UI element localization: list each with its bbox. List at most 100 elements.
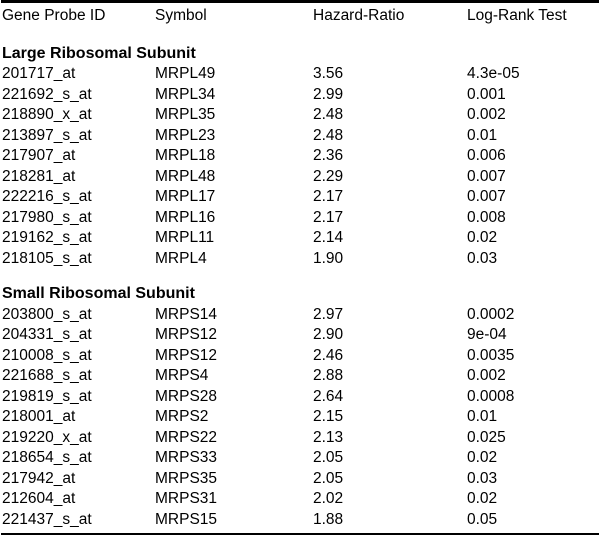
table-row: 221437_s_at MRPS15 1.88 0.05 <box>0 510 600 531</box>
symbol-cell: MRPS33 <box>155 449 218 466</box>
symbol-cell: MRPS14 <box>155 305 218 323</box>
symbol-cell: MRPS2 <box>155 408 209 425</box>
symbol-cell: MRPL49 <box>155 65 216 82</box>
gene-probe-id-cell: 217907_at <box>2 147 76 164</box>
symbol-cell: MRPL18 <box>155 147 216 164</box>
section-large-ribosomal-subunit: Large Ribosomal Subunit 201717_at MRPL49… <box>0 44 600 270</box>
symbol-cell: MRPL23 <box>155 126 216 144</box>
log-rank-cell: 0.05 <box>467 510 498 528</box>
table-header-row: Gene Probe ID Symbol Hazard-Ratio Log-Ra… <box>0 6 600 27</box>
table-row: 219819_s_at MRPS28 2.64 0.0008 <box>0 387 600 408</box>
log-rank-cell: 0.025 <box>467 428 506 446</box>
column-header-hazard-ratio: Hazard-Ratio <box>313 7 405 24</box>
log-rank-cell: 0.02 <box>467 490 498 507</box>
gene-probe-id-cell: 201717_at <box>2 65 76 82</box>
hazard-ratio-cell: 2.88 <box>313 367 344 384</box>
table-row: 210008_s_at MRPS12 2.46 0.0035 <box>0 346 600 367</box>
table-row: 201717_at MRPL49 3.56 4.3e-05 <box>0 64 600 85</box>
log-rank-cell: 0.02 <box>467 449 498 466</box>
log-rank-cell: 0.007 <box>467 188 506 205</box>
log-rank-cell: 0.01 <box>467 408 498 425</box>
table-row: 218654_s_at MRPS33 2.05 0.02 <box>0 448 600 469</box>
table-row: 218001_at MRPS2 2.15 0.01 <box>0 407 600 428</box>
log-rank-cell: 0.007 <box>467 167 506 185</box>
column-header-symbol: Symbol <box>155 7 207 24</box>
table-row: 213897_s_at MRPL23 2.48 0.01 <box>0 126 600 147</box>
gene-probe-id-cell: 221692_s_at <box>2 85 92 103</box>
hazard-ratio-cell: 2.14 <box>313 229 344 246</box>
hazard-ratio-cell: 2.13 <box>313 428 344 446</box>
gene-probe-id-cell: 218001_at <box>2 408 76 425</box>
log-rank-cell: 0.001 <box>467 85 506 103</box>
log-rank-cell: 0.01 <box>467 126 498 144</box>
hazard-ratio-cell: 2.02 <box>313 490 344 507</box>
symbol-cell: MRPL4 <box>155 249 207 267</box>
gene-probe-id-cell: 204331_s_at <box>2 326 92 343</box>
symbol-cell: MRPL11 <box>155 229 215 246</box>
table-row: 218105_s_at MRPL4 1.90 0.03 <box>0 249 600 270</box>
table-row: 212604_at MRPS31 2.02 0.02 <box>0 489 600 510</box>
symbol-cell: MRPS22 <box>155 428 218 446</box>
table-row: 204331_s_at MRPS12 2.90 9e-04 <box>0 325 600 346</box>
log-rank-cell: 0.03 <box>467 249 498 267</box>
gene-probe-id-cell: 218105_s_at <box>2 249 92 267</box>
symbol-cell: MRPL48 <box>155 167 216 185</box>
log-rank-cell: 0.0008 <box>467 387 515 405</box>
column-header-gene-probe-id: Gene Probe ID <box>2 7 106 24</box>
hazard-ratio-cell: 2.05 <box>313 469 344 487</box>
section-title-large-ribosomal-subunit: Large Ribosomal Subunit <box>2 44 196 62</box>
log-rank-cell: 4.3e-05 <box>467 65 520 82</box>
hazard-ratio-cell: 3.56 <box>313 65 344 82</box>
hazard-ratio-cell: 2.36 <box>313 147 344 164</box>
log-rank-cell: 0.02 <box>467 229 498 246</box>
gene-probe-id-cell: 212604_at <box>2 490 76 507</box>
table-row: 217980_s_at MRPL16 2.17 0.008 <box>0 208 600 229</box>
hazard-ratio-cell: 2.64 <box>313 387 344 405</box>
symbol-cell: MRPS31 <box>155 490 218 507</box>
log-rank-cell: 0.03 <box>467 469 498 487</box>
hazard-ratio-cell: 2.15 <box>313 408 344 425</box>
gene-probe-id-cell: 218281_at <box>2 167 76 185</box>
log-rank-cell: 0.002 <box>467 106 506 123</box>
table-row: 217942_at MRPS35 2.05 0.03 <box>0 469 600 490</box>
gene-probe-id-cell: 213897_s_at <box>2 126 92 144</box>
hazard-ratio-cell: 2.17 <box>313 208 344 226</box>
gene-probe-id-cell: 217980_s_at <box>2 208 92 226</box>
symbol-cell: MRPS28 <box>155 387 218 405</box>
table-row: 221692_s_at MRPL34 2.99 0.001 <box>0 85 600 106</box>
log-rank-cell: 0.002 <box>467 367 506 384</box>
hazard-ratio-cell: 2.99 <box>313 85 344 103</box>
log-rank-cell: 0.008 <box>467 208 506 226</box>
log-rank-cell: 0.0002 <box>467 305 515 323</box>
hazard-ratio-cell: 2.48 <box>313 106 344 123</box>
symbol-cell: MRPS15 <box>155 510 218 528</box>
table-top-rule <box>1 0 599 3</box>
symbol-cell: MRPL16 <box>155 208 216 226</box>
gene-probe-id-cell: 203800_s_at <box>2 305 92 323</box>
table-row: 219162_s_at MRPL11 2.14 0.02 <box>0 228 600 249</box>
table-row: 217907_at MRPL18 2.36 0.006 <box>0 146 600 167</box>
symbol-cell: MRPL35 <box>155 106 216 123</box>
hazard-ratio-cell: 2.97 <box>313 305 344 323</box>
gene-probe-id-cell: 221437_s_at <box>2 510 92 528</box>
hazard-ratio-cell: 2.29 <box>313 167 344 185</box>
gene-probe-id-cell: 219162_s_at <box>2 229 92 246</box>
gene-probe-id-cell: 210008_s_at <box>2 346 92 364</box>
log-rank-cell: 0.006 <box>467 147 506 164</box>
hazard-ratio-cell: 2.48 <box>313 126 344 144</box>
section-small-ribosomal-subunit: Small Ribosomal Subunit 203800_s_at MRPS… <box>0 284 600 530</box>
table-row: 203800_s_at MRPS14 2.97 0.0002 <box>0 305 600 326</box>
log-rank-cell: 0.0035 <box>467 346 515 364</box>
symbol-cell: MRPS4 <box>155 367 209 384</box>
table-row: 218890_x_at MRPL35 2.48 0.002 <box>0 105 600 126</box>
gene-probe-id-cell: 222216_s_at <box>2 188 92 205</box>
hazard-ratio-cell: 2.90 <box>313 326 344 343</box>
table-row: 222216_s_at MRPL17 2.17 0.007 <box>0 187 600 208</box>
symbol-cell: MRPS12 <box>155 346 218 364</box>
symbol-cell: MRPS12 <box>155 326 218 343</box>
hazard-ratio-cell: 1.90 <box>313 249 344 267</box>
gene-probe-id-cell: 218654_s_at <box>2 449 92 466</box>
hazard-ratio-cell: 2.05 <box>313 449 344 466</box>
symbol-cell: MRPS35 <box>155 469 218 487</box>
